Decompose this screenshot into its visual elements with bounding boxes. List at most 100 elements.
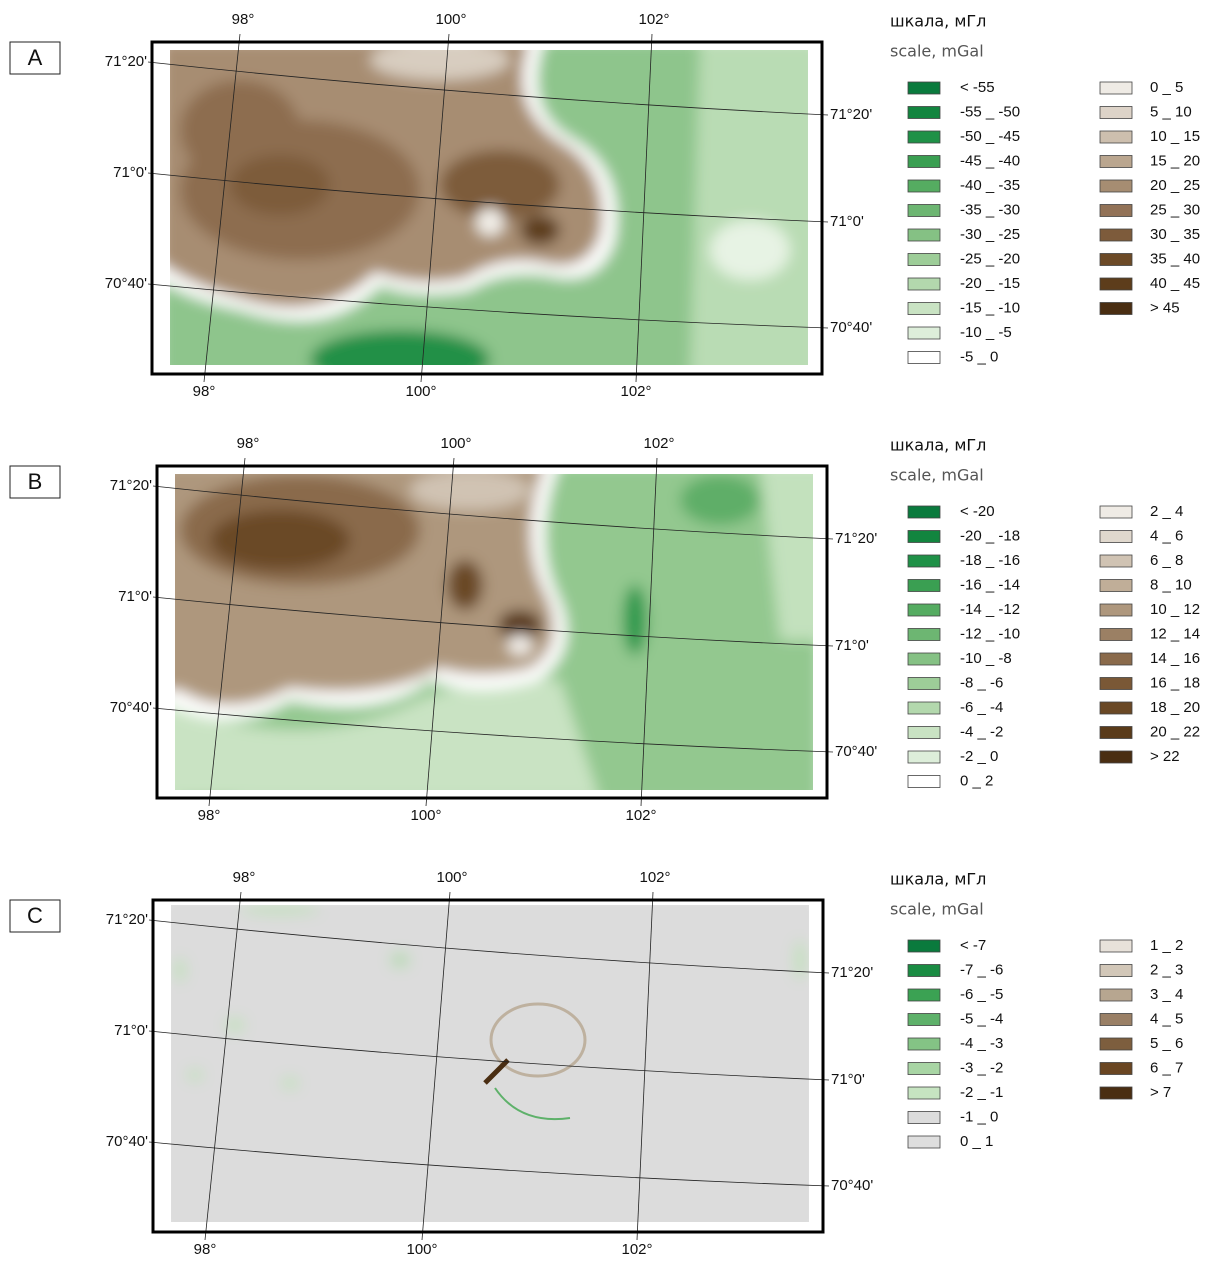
legend-label: -2 _ -1 [960, 1084, 1003, 1101]
panel: B 98° 100° 102° 98° 100° 102° 71°20' 71°20' 71°0'… [9, 435, 1200, 824]
longitude-label: 100° [435, 11, 466, 28]
legend-label: -18 _ -16 [960, 552, 1020, 569]
latitude-label: 71°0' [113, 164, 147, 181]
legend-label: > 7 [1150, 1084, 1171, 1101]
legend-label: 18 _ 20 [1150, 699, 1200, 716]
legend-swatch [1099, 253, 1133, 266]
legend-label: -40 _ -35 [960, 177, 1020, 194]
legend-swatch [1099, 677, 1133, 690]
panel-label: B [28, 469, 43, 494]
legend-swatch [1099, 277, 1133, 291]
field [175, 474, 813, 790]
legend-swatch [907, 677, 941, 690]
legend-label: -35 _ -30 [960, 201, 1020, 218]
legend-swatch [907, 130, 941, 144]
legend-label: 40 _ 45 [1150, 275, 1200, 292]
legend-label: 25 _ 30 [1150, 201, 1200, 218]
field-shape [447, 560, 483, 610]
latitude-label: 71°0' [830, 213, 864, 230]
longitude-label: 100° [410, 807, 441, 824]
legend-swatch [1099, 726, 1133, 739]
latitude-label: 71°0' [831, 1071, 865, 1088]
latitude-label: 70°40' [106, 1133, 148, 1150]
legend-swatch [1099, 1086, 1133, 1100]
parallel [147, 61, 829, 116]
legend-label: -20 _ -15 [960, 275, 1020, 292]
legend-swatch [1099, 652, 1133, 666]
field-shape [623, 585, 647, 655]
legend-swatch [907, 106, 941, 119]
legend-swatch [907, 530, 941, 543]
latitude-label: 70°40' [105, 275, 147, 292]
longitude-label: 98° [232, 11, 255, 28]
legend-swatch [1099, 988, 1133, 1002]
panel-label-box [9, 899, 61, 933]
latitude-label: 71°20' [835, 530, 877, 547]
legend-label: 12 _ 14 [1150, 625, 1200, 642]
anomaly-map [171, 905, 809, 1222]
legend-swatch [907, 253, 941, 266]
legend: шкала, мГл scale, mGal < -20 -20 _ -18 -18 _… [890, 436, 1200, 790]
legend-label: 2 _ 4 [1150, 503, 1183, 520]
legend-swatch [907, 1086, 941, 1100]
legend-label: 10 _ 12 [1150, 601, 1200, 618]
legend-label: -10 _ -8 [960, 650, 1012, 667]
legend-swatch [907, 228, 941, 242]
legend-swatch [1099, 81, 1133, 95]
longitude-label: 102° [625, 807, 656, 824]
legend-swatch [1099, 964, 1133, 977]
legend-label: 20 _ 25 [1150, 177, 1200, 194]
crater-edge [483, 1058, 510, 1085]
legend-swatch [907, 775, 941, 788]
legend-label: 0 _ 2 [960, 772, 993, 789]
legend-title: шкала, мГл [890, 436, 986, 455]
field-shape [498, 610, 542, 640]
legend-swatch [907, 964, 941, 977]
legend-label: 4 _ 6 [1150, 527, 1183, 544]
meridian [636, 891, 654, 1241]
longitude-label: 100° [440, 435, 471, 452]
field-shape [175, 680, 597, 790]
legend-title: шкала, мГл [890, 12, 986, 31]
legend-label: -1 _ 0 [960, 1108, 998, 1125]
legend-swatch [1099, 628, 1133, 641]
latitude-label: 70°40' [830, 319, 872, 336]
legend-label: 35 _ 40 [1150, 250, 1200, 267]
field-shape [210, 510, 350, 570]
parallel [148, 1141, 830, 1187]
legend-label: 3 _ 4 [1150, 986, 1183, 1003]
panel: C 98° 100° 102° 98° 100° 102° 71°20' 71°20' 71°0'… [9, 869, 1183, 1258]
latitude-label: 71°20' [106, 911, 148, 928]
legend-swatch [1099, 939, 1133, 953]
field [170, 50, 808, 365]
longitude-label: 102° [643, 435, 674, 452]
legend-swatch [1099, 106, 1133, 119]
longitude-label: 102° [638, 11, 669, 28]
legend-swatch [1099, 302, 1133, 315]
legend-swatch [907, 277, 941, 291]
legend: шкала, мГл scale, mGal < -55 -55 _ -50 -50 _… [890, 12, 1200, 366]
latitude-label: 71°20' [105, 53, 147, 70]
legend-label: < -55 [960, 79, 995, 96]
legend-swatch [907, 628, 941, 641]
longitude-label: 102° [639, 869, 670, 886]
field-shape [187, 1069, 203, 1081]
legend-swatch [1099, 505, 1133, 519]
crater-ring [489, 1002, 587, 1078]
field-shape [230, 155, 330, 215]
legend-swatch [907, 505, 941, 519]
map-frame [150, 40, 824, 376]
latitude-label: 70°40' [110, 699, 152, 716]
legend-swatch [907, 939, 941, 953]
legend-swatch [907, 81, 941, 95]
field-shape [225, 1018, 245, 1032]
legend-label: -14 _ -12 [960, 601, 1020, 618]
legend-label: -16 _ -14 [960, 576, 1020, 593]
parallel [148, 1030, 830, 1081]
legend-label: -3 _ -2 [960, 1059, 1003, 1076]
legend-swatch [907, 155, 941, 168]
field-shape [710, 220, 790, 280]
legend-label: 0 _ 5 [1150, 79, 1183, 96]
panel-label: A [28, 45, 43, 70]
